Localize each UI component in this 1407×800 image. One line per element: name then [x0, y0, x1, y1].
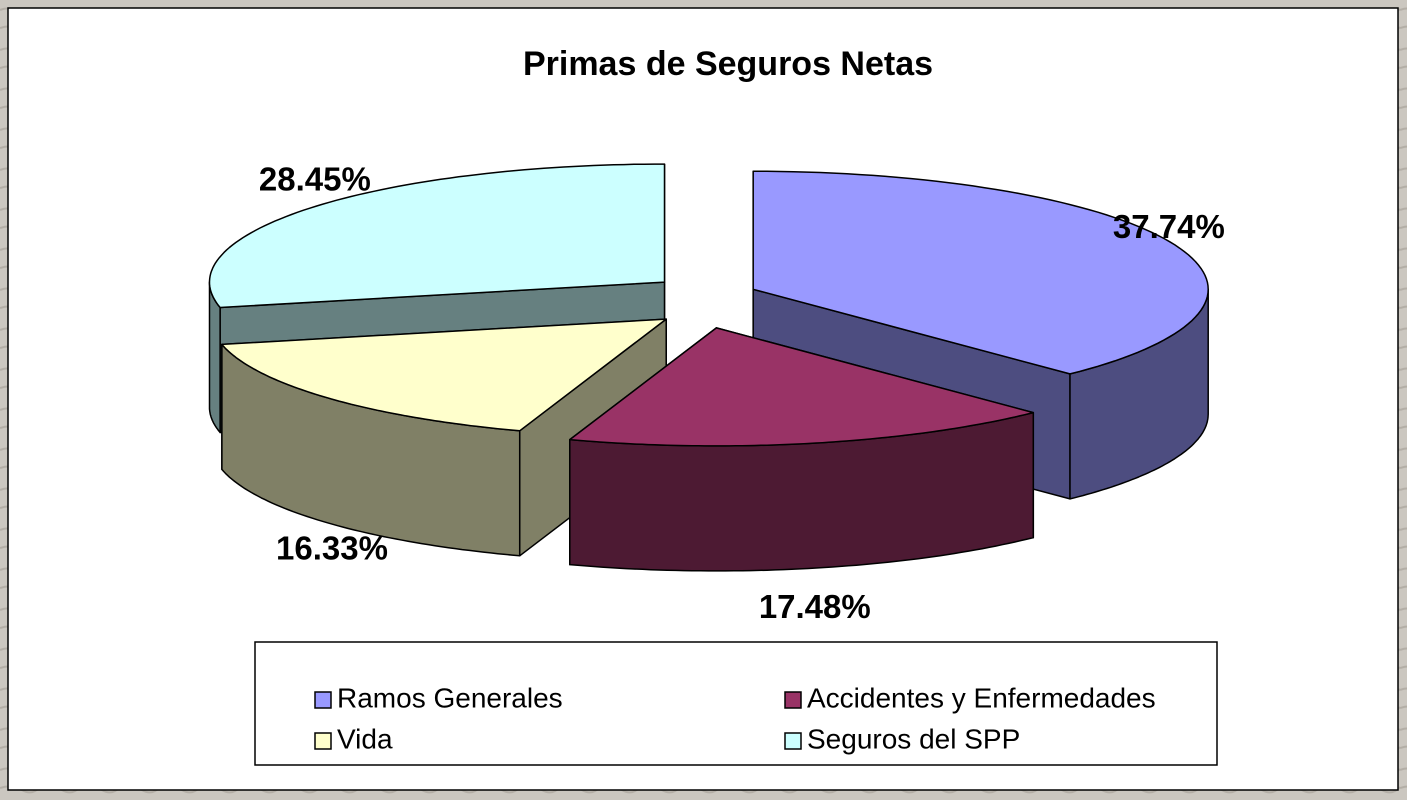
legend-swatch	[784, 691, 802, 709]
data-label: 37.74%	[1113, 208, 1225, 245]
legend-label: Accidentes y Enfermedades	[807, 682, 1156, 713]
slice-top	[569, 327, 1035, 447]
data-label: 28.45%	[259, 160, 371, 197]
legend-label: Ramos Generales	[337, 682, 563, 713]
legend-box	[254, 641, 1218, 766]
legend-swatch	[314, 691, 332, 709]
legend-label: Vida	[337, 723, 393, 754]
legend-swatch	[314, 732, 332, 750]
slice-top	[221, 318, 667, 432]
chart-title: Primas de Seguros Netas	[523, 45, 933, 83]
pie-slice	[221, 318, 667, 557]
pie	[208, 163, 1209, 572]
slice-top	[752, 170, 1209, 375]
pie-slice	[569, 327, 1035, 572]
legend-swatch	[784, 732, 802, 750]
data-label: 17.48%	[759, 588, 871, 625]
legend-label: Seguros del SPP	[807, 723, 1020, 754]
data-label: 16.33%	[276, 530, 388, 567]
slice-top	[208, 163, 666, 309]
